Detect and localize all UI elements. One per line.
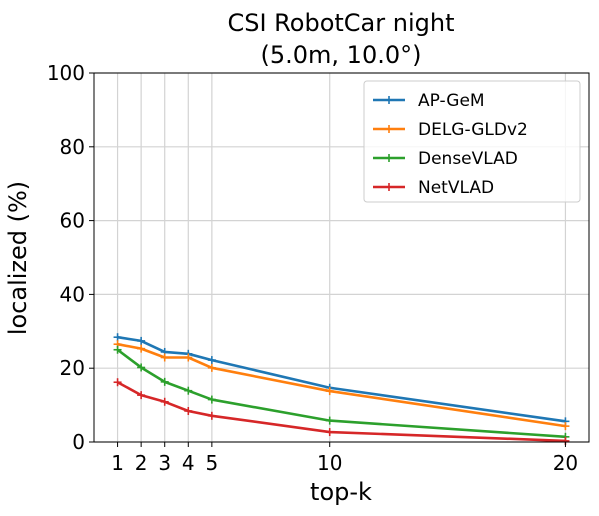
legend-label: NetVLAD	[418, 178, 494, 198]
y-tick-label: 60	[60, 209, 85, 233]
legend-label: DELG-GLDv2	[418, 120, 528, 140]
chart-title: CSI RobotCar night	[227, 9, 454, 37]
x-axis-label: top-k	[310, 478, 372, 506]
data-point	[325, 387, 334, 396]
legend-entry: NetVLAD	[373, 178, 494, 198]
data-point	[207, 395, 216, 404]
x-tick-label: 5	[205, 451, 218, 475]
data-point	[207, 411, 216, 420]
plot-frame	[93, 72, 590, 443]
x-tick-label: 4	[182, 451, 195, 475]
series-lines	[113, 333, 570, 445]
x-tick-label: 2	[135, 451, 148, 475]
data-point	[207, 363, 216, 372]
x-tick-label: 20	[553, 451, 578, 475]
data-point	[325, 428, 334, 437]
data-point	[137, 344, 146, 353]
y-tick-label: 40	[60, 282, 85, 306]
x-tick-label: 1	[111, 451, 124, 475]
y-axis-label: localized (%)	[4, 181, 32, 335]
chart-subtitle: (5.0m, 10.0°)	[261, 41, 422, 69]
legend-label: AP-GeM	[418, 91, 485, 111]
legend-label: DenseVLAD	[418, 149, 518, 169]
data-point	[184, 353, 193, 362]
legend-entry: DELG-GLDv2	[373, 120, 528, 140]
data-point	[325, 416, 334, 425]
y-tick-label: 80	[60, 135, 85, 159]
data-point	[160, 397, 169, 406]
y-tick-label: 100	[47, 61, 85, 85]
x-tick-label: 10	[317, 451, 342, 475]
series-line	[117, 342, 566, 428]
legend-entry: DenseVLAD	[373, 149, 518, 169]
legend: AP-GeM DELG-GLDv2 DenseVLAD NetVLAD	[363, 80, 581, 203]
data-point	[137, 363, 146, 372]
data-point	[113, 378, 122, 387]
axis-ticks: 1 2 3 4 5 10 20 0 20 40 60 80 100	[47, 61, 578, 475]
data-point	[137, 391, 146, 400]
data-point	[184, 407, 193, 416]
x-tick-label: 3	[158, 451, 171, 475]
data-point	[184, 386, 193, 395]
data-point	[113, 345, 122, 354]
data-point	[113, 333, 122, 342]
data-point	[137, 336, 146, 345]
data-point	[561, 422, 570, 431]
y-tick-label: 0	[72, 430, 85, 454]
legend-entry: AP-GeM	[373, 91, 485, 111]
data-point	[160, 377, 169, 386]
legend-box	[363, 80, 581, 203]
data-point	[160, 353, 169, 362]
data-point	[207, 356, 216, 365]
y-tick-label: 20	[60, 356, 85, 380]
